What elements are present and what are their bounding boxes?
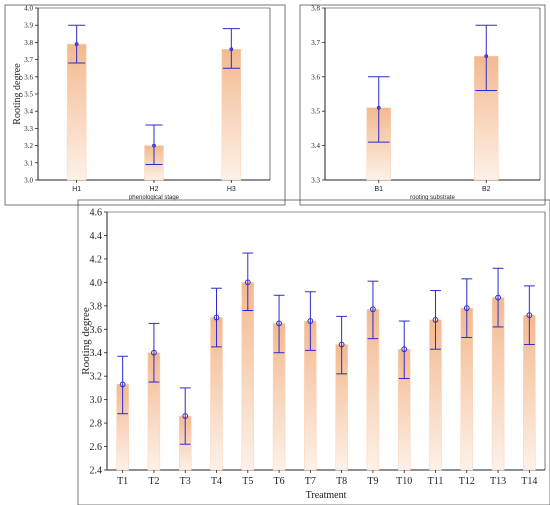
x-tick-label-B1: B1 — [374, 186, 383, 193]
x-tick-label-T1: T1 — [117, 476, 128, 487]
mean-point-T14 — [526, 312, 533, 319]
x-tick-label-T2: T2 — [148, 476, 159, 487]
mean-point-T2 — [151, 349, 157, 356]
y-tick-label: 3.2 — [24, 142, 33, 150]
x-tick-label-T7: T7 — [305, 476, 316, 487]
x-tick-label-T10: T10 — [396, 476, 412, 487]
y-tick-label: 3.6 — [311, 73, 320, 81]
y-tick-label: 3.8 — [311, 4, 320, 12]
y-tick-label: 3.4 — [24, 108, 33, 116]
y-tick-label: 4.2 — [90, 254, 103, 265]
y-tick-label: 3.1 — [24, 159, 33, 167]
y-tick-label: 4.0 — [24, 4, 33, 12]
y-tick-label: 4.6 — [90, 208, 103, 219]
x-tick-label-H1: H1 — [72, 186, 81, 193]
y-tick-label: 3.9 — [24, 22, 33, 30]
x-tick-label-T4: T4 — [211, 476, 222, 487]
x-tick-label-T11: T11 — [428, 476, 444, 487]
x-tick-label-H2: H2 — [150, 186, 159, 193]
y-tick-label: 3.4 — [311, 142, 320, 150]
y-tick-label: 3.8 — [24, 39, 33, 47]
y-tick-label: 3.7 — [24, 56, 33, 64]
chart-panel-1: 3.0 3.1 3.2 3.3 3.4 3.5 3.6 3.7 3.8 3.9 4.0 H1 H2 H3 p… — [4, 4, 286, 206]
mean-point-T13 — [495, 294, 501, 301]
mean-point-T1 — [119, 381, 126, 388]
y-tick-label: 3.4 — [90, 348, 103, 359]
y-tick-label: 3.7 — [311, 39, 320, 47]
mean-point-T5 — [244, 279, 251, 286]
x-tick-label-H3: H3 — [227, 186, 236, 193]
x-tick-label-T3: T3 — [180, 476, 191, 487]
y-tick-label: 2.8 — [90, 419, 103, 430]
x-tick-label-T14: T14 — [521, 476, 537, 487]
bar-H1 — [66, 43, 87, 181]
panel-frame — [77, 199, 550, 505]
x-tick-label-T13: T13 — [490, 476, 506, 487]
y-tick-label: 2.4 — [90, 466, 103, 477]
x-axis-label: Treatment — [306, 490, 347, 501]
y-tick-label: 3.5 — [311, 108, 320, 116]
chart-panel-3: 2.4 2.6 2.8 3.0 3.2 3.4 3.6 3.8 4.0 4.2 4.4 4.6 T1 T2… — [77, 199, 550, 505]
x-tick-label-T5: T5 — [242, 476, 253, 487]
y-tick-label: 3.6 — [24, 73, 33, 81]
y-tick-label: 3.6 — [90, 325, 103, 336]
mean-point-T12 — [463, 305, 470, 312]
x-tick-label-T9: T9 — [367, 476, 378, 487]
mean-point-T3 — [182, 413, 189, 419]
mean-point-B1 — [376, 105, 381, 110]
mean-point-T4 — [213, 314, 220, 321]
mean-point-T10 — [401, 346, 408, 353]
mean-point-T6 — [276, 320, 282, 327]
mean-point-H3 — [229, 47, 234, 52]
y-tick-label: 3.0 — [90, 395, 103, 406]
mean-point-T8 — [338, 341, 345, 348]
y-tick-label: 3.2 — [90, 372, 103, 383]
x-tick-label-T12: T12 — [459, 476, 475, 487]
mean-point-B2 — [484, 54, 489, 59]
y-tick-label: 3.8 — [90, 301, 103, 312]
y-tick-label: 3.0 — [24, 176, 33, 184]
chart-panel-2: 3.3 3.4 3.5 3.6 3.7 3.8 B1 B2 rooting substrate — [299, 4, 546, 206]
y-tick-label: 3.5 — [24, 90, 33, 98]
mean-point-H1 — [74, 42, 79, 47]
x-tick-label-T8: T8 — [336, 476, 347, 487]
y-tick-label: 3.3 — [24, 125, 33, 133]
mean-point-T9 — [370, 306, 376, 313]
mean-point-H2 — [152, 143, 156, 148]
y-tick-label: 4.4 — [90, 231, 103, 242]
bar-H3 — [221, 49, 242, 181]
y-tick-label: 2.6 — [90, 442, 103, 453]
x-axis-label: rooting substrate — [410, 195, 455, 201]
x-axis-label: phenological stage — [129, 195, 180, 201]
x-tick-label-B2: B2 — [482, 186, 491, 193]
panel-frame — [4, 4, 286, 206]
x-tick-label-T6: T6 — [274, 476, 285, 487]
y-axis-label: Rooting degree — [80, 307, 92, 375]
mean-point-T11 — [432, 316, 439, 323]
mean-point-T7 — [307, 318, 314, 324]
y-axis-label: Rooting degree — [12, 63, 23, 125]
panel-frame — [299, 4, 546, 206]
y-tick-label: 4.0 — [90, 278, 103, 289]
y-tick-label: 3.3 — [311, 176, 320, 184]
